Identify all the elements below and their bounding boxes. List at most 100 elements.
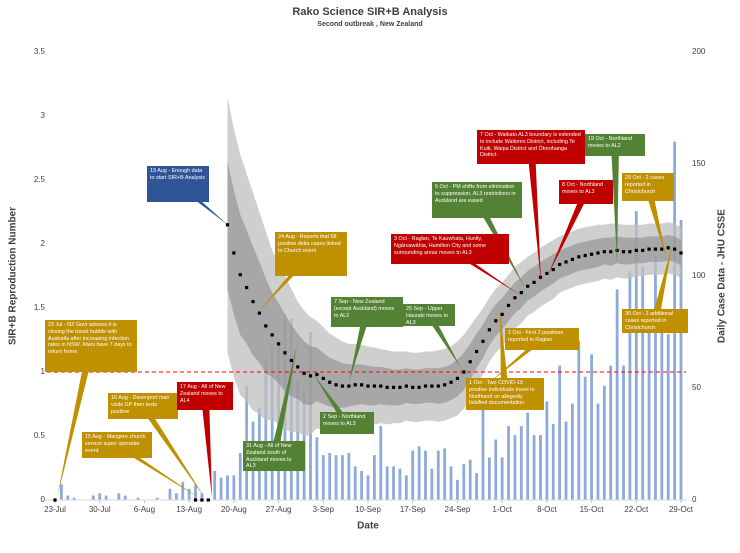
case-bar (647, 320, 651, 500)
case-bar (347, 452, 351, 500)
x-tick-label: 24-Sep (445, 505, 471, 514)
annotation-pointer (500, 310, 509, 394)
case-bar (487, 457, 491, 500)
chart-subtitle: Second outbreak , New Zealand (317, 21, 422, 28)
r-point (251, 300, 255, 304)
case-bar (500, 457, 504, 500)
case-bar (449, 466, 453, 500)
case-bar (558, 365, 562, 500)
case-bar (424, 450, 427, 500)
case-bar (609, 365, 613, 500)
r-point (634, 248, 638, 252)
case-bar (264, 361, 268, 500)
annotation-pointer (57, 346, 95, 498)
x-tick-label: 15-Oct (580, 505, 605, 514)
case-bar (443, 448, 447, 500)
y-tick-label: 0 (41, 495, 46, 504)
annotation-pointer (527, 147, 541, 282)
r-point (487, 328, 491, 332)
r-point (519, 291, 523, 295)
case-bar (72, 497, 76, 500)
r-point (647, 247, 651, 251)
annotation-box: 17 Aug - All of New Zealand moves to AL4 (177, 382, 233, 410)
r-point (340, 384, 345, 388)
r-point (334, 383, 338, 387)
r-point (398, 385, 402, 389)
case-bar (392, 466, 395, 500)
case-bar (321, 455, 325, 500)
case-bar (462, 464, 466, 500)
case-bar (539, 435, 542, 500)
case-bar (654, 255, 657, 500)
r-point (628, 250, 632, 254)
x-tick-label: 3-Sep (313, 505, 335, 514)
annotation-box: 16 Aug - Davenport man visits GP then te… (108, 393, 178, 419)
case-bar (181, 482, 185, 500)
annotation-box: 24 Aug - Reports that 58 positive delta … (275, 232, 347, 276)
r-point (666, 246, 670, 250)
annotation-box: 30 Oct - 2 additional cases reported in … (622, 309, 688, 333)
case-bar (615, 289, 619, 500)
x-tick-label: 22-Oct (624, 505, 649, 514)
case-bar (641, 267, 645, 500)
case-bar (315, 437, 319, 500)
r-point (538, 275, 543, 279)
r-point (193, 498, 198, 502)
r-point (596, 251, 600, 255)
x-tick-label: 23-Jul (44, 505, 66, 514)
case-bar (91, 495, 95, 500)
annotation-box: 8 Oct - Northland moves to AL3 (559, 180, 613, 204)
r-point (385, 385, 389, 389)
confidence-band (227, 96, 681, 437)
case-bar (296, 381, 300, 500)
case-bar (411, 450, 415, 500)
case-bar (436, 450, 440, 500)
x-tick-label: 10-Sep (355, 505, 381, 514)
y2-tick-label: 0 (692, 495, 697, 504)
case-bar (334, 455, 338, 500)
case-bar (328, 452, 332, 500)
r-point (404, 384, 408, 388)
case-bar (596, 403, 600, 500)
case-bar (481, 399, 485, 500)
case-bar (155, 497, 159, 500)
y2-tick-label: 150 (692, 159, 706, 168)
x-axis-title: Date (357, 521, 379, 532)
annotation-pointer (425, 315, 461, 368)
case-bar (117, 493, 121, 500)
annotation-box: 2 Oct - First 2 positives reported in Ra… (505, 328, 579, 350)
r-point (545, 271, 549, 276)
annotation-box: 23 Jul - NZ Govt advises it is closing t… (45, 320, 137, 372)
r-point (308, 374, 313, 378)
case-bar (366, 475, 370, 500)
annotation-box: 5 Oct - PM shifts from elimination to su… (432, 182, 522, 218)
case-bar (475, 473, 478, 500)
case-bar (507, 426, 510, 500)
case-bar (174, 493, 178, 500)
y-tick-label: 2 (41, 239, 46, 248)
case-bar (679, 220, 683, 500)
x-tick-label: 17-Sep (400, 505, 426, 514)
annotation-pointer (270, 345, 297, 456)
r-point (391, 385, 396, 389)
case-bar (628, 271, 632, 500)
case-bar (238, 452, 242, 500)
r-point (526, 284, 530, 288)
case-bar (494, 439, 498, 500)
annotation-box: 19 Aug - Enough data to start SIR+B Anal… (147, 166, 209, 202)
annotation-pointer (349, 312, 371, 382)
y-tick-label: 0.5 (34, 431, 46, 440)
annotation-pointer (611, 145, 619, 262)
case-bar (634, 211, 638, 501)
r-point (679, 251, 683, 255)
r-point (423, 384, 428, 388)
r-point (602, 250, 606, 254)
case-bar (379, 426, 383, 500)
case-bar (602, 385, 606, 500)
r-point (558, 262, 562, 267)
x-tick-label: 1-Oct (492, 505, 512, 514)
case-bar (513, 435, 517, 500)
y2-tick-label: 200 (692, 47, 706, 56)
r-point (225, 223, 230, 227)
